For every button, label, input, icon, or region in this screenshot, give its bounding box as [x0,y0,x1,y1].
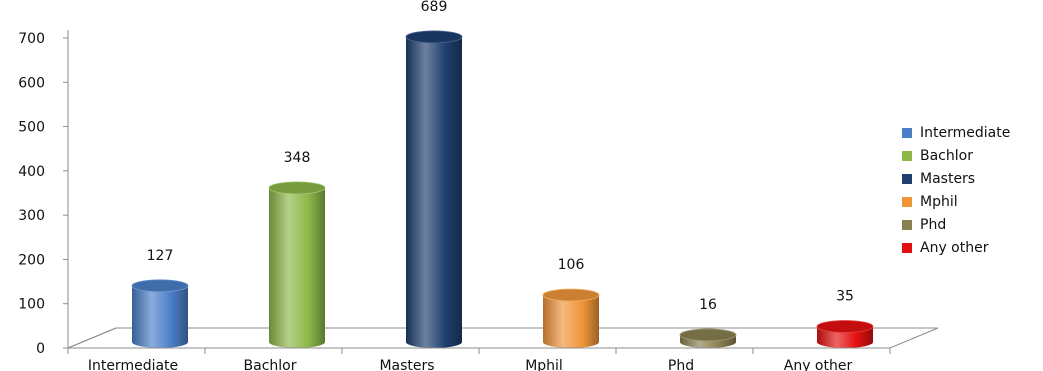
bar-top [542,288,600,302]
legend-label: Bachlor [920,147,973,164]
x-tick-label: Bachlor [244,358,297,371]
bar-mphil: 106 [542,257,600,348]
y-tick-label: 0 [36,341,45,357]
y-tick-label: 600 [18,75,45,91]
bar-top [268,181,326,195]
legend-swatch [902,219,912,230]
bar-top [131,279,189,293]
y-tick-label: 400 [18,164,45,180]
bar-top [405,30,463,44]
data-label: 35 [836,289,854,305]
y-tick-label: 500 [18,120,45,136]
data-label: 106 [558,257,585,273]
legend-item: Bachlor [902,144,1010,167]
bar-phd: 16 [679,297,737,348]
data-label: 689 [421,0,448,15]
legend-item: Any other [902,236,1010,259]
bar-top [679,328,737,342]
legend-label: Phd [920,216,947,233]
bar-masters: 689 [405,0,463,348]
bar-intermediate: 127 [131,248,189,348]
x-tick-label: Any other [784,358,853,371]
y-tick-label: 300 [18,208,45,224]
y-axis-back [67,327,117,349]
legend-swatch [902,127,912,138]
bar-body [269,187,325,348]
bar-top [816,320,874,333]
bar-any-other: 35 [816,289,874,348]
legend-swatch [902,173,912,184]
legend-swatch [902,242,912,253]
chart-floor [67,327,939,349]
x-tick-label: Masters [379,358,434,371]
y-tick-label: 100 [18,297,45,313]
bar-body [543,295,599,348]
bar-body [406,36,462,348]
legend-item: Phd [902,213,1010,236]
legend-item: Masters [902,167,1010,190]
x-tick-label: Phd [668,358,694,371]
y-tick-label: 700 [18,31,45,47]
legend-swatch [902,196,912,207]
legend-item: Intermediate [902,121,1010,144]
legend-label: Masters [920,170,976,187]
bar-bachlor: 348 [268,150,326,348]
chart-legend: Intermediate Bachlor Masters Mphil Phd Any ot… [902,121,1010,259]
x-tick-label: Intermediate [88,358,178,371]
bar-body [132,285,188,348]
data-label: 348 [284,150,311,166]
data-label: 127 [147,248,174,264]
y-tick-label: 200 [18,252,45,268]
legend-label: Mphil [920,193,958,210]
legend-label: Intermediate [920,124,1011,141]
legend-label: Any other [920,239,989,256]
legend-item: Mphil [902,190,1010,213]
x-tick-label: Mphil [525,358,563,371]
data-label: 16 [699,297,717,313]
legend-swatch [902,150,912,161]
